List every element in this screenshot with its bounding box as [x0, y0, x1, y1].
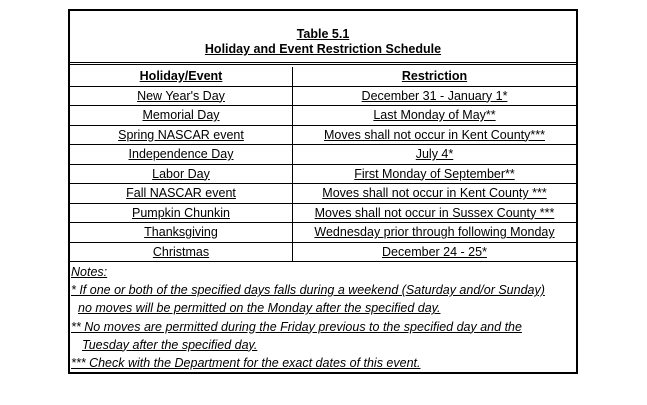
note-line: Tuesday after the specified day.	[82, 337, 258, 352]
notes-heading: Notes:	[71, 265, 108, 279]
table-row: New Year's Day December 31 - January 1*	[70, 86, 576, 106]
table-title: Table 5.1 Holiday and Event Restriction …	[70, 11, 576, 65]
table-row: Christmas December 24 - 25*	[70, 242, 576, 262]
table-row: Spring NASCAR event Moves shall not occur…	[70, 125, 576, 145]
table-row: Memorial Day Last Monday of May**	[70, 106, 576, 126]
restriction-cell: First Monday of September**	[354, 166, 515, 181]
holiday-cell: Pumpkin Chunkin	[70, 203, 293, 222]
restriction-cell: Moves shall not occur in Sussex County *…	[314, 205, 555, 220]
table-name: Holiday and Event Restriction Schedule	[204, 42, 442, 56]
holiday-cell: Independence Day	[70, 145, 293, 164]
holiday-cell: Christmas	[70, 242, 293, 261]
table-row: Independence Day July 4*	[70, 145, 576, 165]
table-header-row: Holiday/Event Restriction	[70, 67, 576, 87]
note-line: ** No moves are permitted during the Fri…	[71, 319, 522, 334]
table-row: Labor Day First Monday of September**	[70, 164, 576, 184]
restriction-cell: July 4*	[415, 147, 454, 161]
note-line: * If one or both of the specified days f…	[71, 283, 545, 298]
holiday-cell: Memorial Day	[70, 106, 293, 125]
restriction-table: Table 5.1 Holiday and Event Restriction …	[68, 9, 578, 374]
restriction-cell: December 31 - January 1*	[361, 88, 508, 103]
column-header-restriction: Restriction	[401, 69, 468, 83]
restriction-cell: December 24 - 25*	[382, 244, 487, 259]
column-header-holiday: Holiday/Event	[70, 67, 293, 86]
holiday-cell: Thanksgiving	[70, 223, 293, 242]
notes-section: Notes: * If one or both of the specified…	[70, 263, 576, 372]
holiday-cell: Labor Day	[70, 164, 293, 183]
table-row: Pumpkin Chunkin Moves shall not occur in …	[70, 203, 576, 223]
restriction-cell: Moves shall not occur in Kent County***	[324, 127, 545, 142]
note-line: no moves will be permitted on the Monday…	[78, 301, 441, 316]
restriction-cell: Last Monday of May**	[373, 108, 496, 122]
restriction-cell: Moves shall not occur in Kent County ***	[322, 186, 547, 200]
holiday-cell: Spring NASCAR event	[70, 125, 293, 144]
table-row: Thanksgiving Wednesday prior through foll…	[70, 223, 576, 243]
holiday-cell: Fall NASCAR event	[70, 184, 293, 203]
table-number: Table 5.1	[296, 27, 350, 41]
restriction-cell: Wednesday prior through following Monday	[314, 225, 555, 239]
table-row: Fall NASCAR event Moves shall not occur i…	[70, 184, 576, 204]
note-line: *** Check with the Department for the ex…	[71, 355, 421, 370]
holiday-cell: New Year's Day	[70, 86, 293, 105]
